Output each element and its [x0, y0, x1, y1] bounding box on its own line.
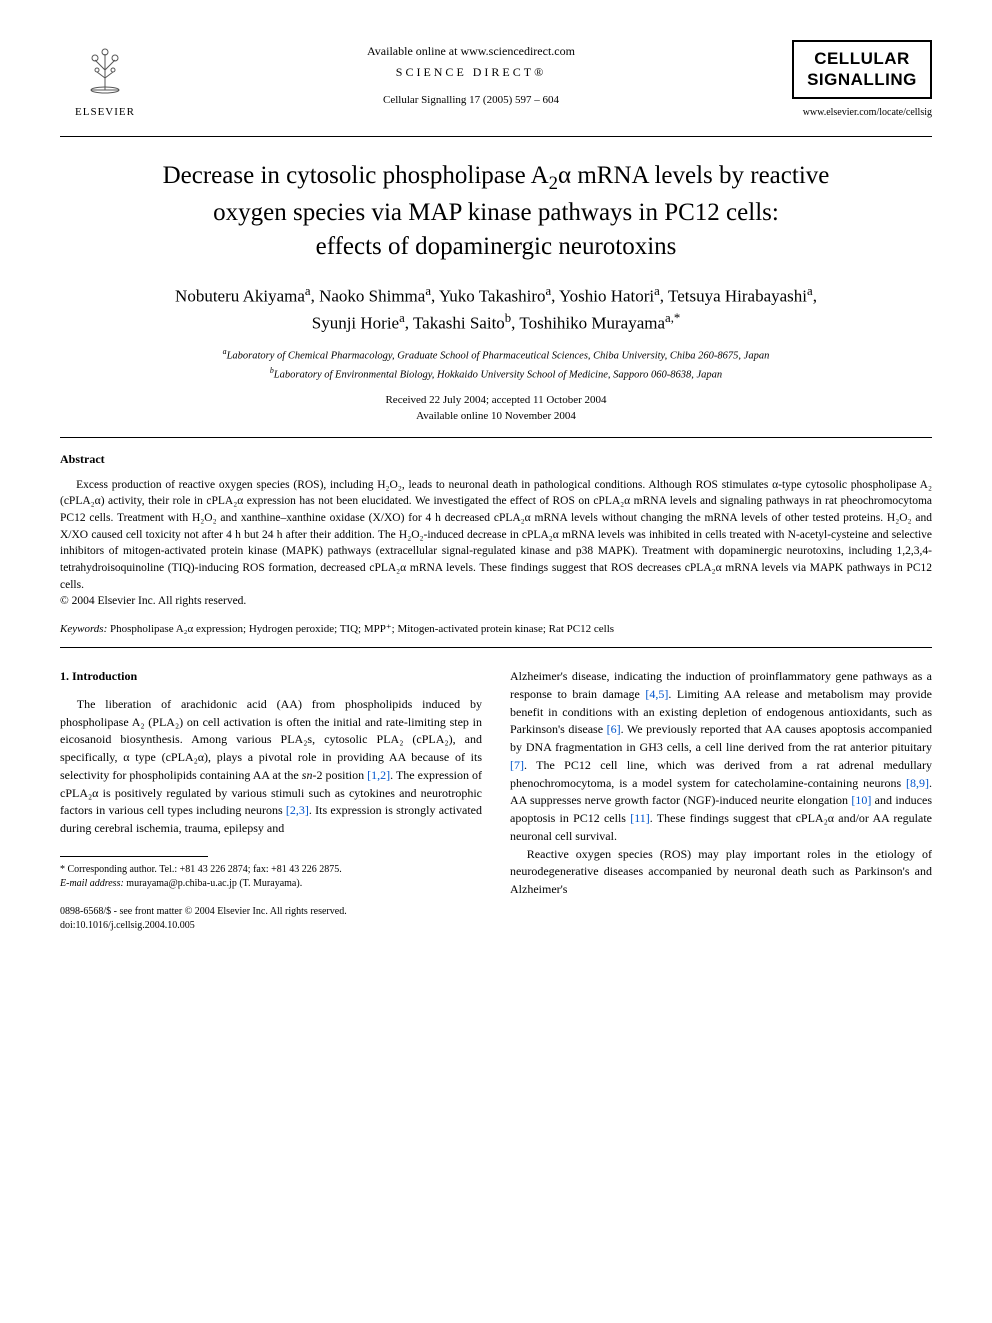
- intro-text: Reactive oxygen species (ROS) may play i…: [510, 847, 932, 897]
- affil-sup: a: [654, 284, 660, 298]
- author: Yuko Takashiro: [439, 286, 546, 305]
- journal-reference: Cellular Signalling 17 (2005) 597 – 604: [383, 94, 559, 106]
- journal-logo-block: CELLULAR SIGNALLING www.elsevier.com/loc…: [792, 40, 932, 118]
- elsevier-tree-icon: [77, 40, 133, 104]
- affil-sup: a: [305, 284, 311, 298]
- science-direct-logo: SCIENCE DIRECT®: [396, 65, 546, 80]
- intro-paragraph-2: Reactive oxygen species (ROS) may play i…: [510, 846, 932, 899]
- affil-sup: a: [425, 284, 431, 298]
- keywords-text: Phospholipase A₂α expression; Hydrogen p…: [107, 623, 614, 635]
- intro-text: -2 position: [312, 768, 367, 782]
- intro-text: . The PC12 cell line, which was derived …: [510, 758, 932, 790]
- affil-sup: a,*: [665, 311, 680, 325]
- journal-logo-line2: SIGNALLING: [802, 69, 922, 90]
- ref-link[interactable]: [10]: [851, 793, 871, 807]
- author-list: Nobuteru Akiyamaa, Naoko Shimmaa, Yuko T…: [90, 282, 902, 337]
- title-part2: oxygen species via MAP kinase pathways i…: [213, 199, 779, 226]
- keywords-label: Keywords:: [60, 623, 107, 635]
- doi-line: doi:10.1016/j.cellsig.2004.10.005: [60, 919, 482, 933]
- right-column: Alzheimer's disease, indicating the indu…: [510, 668, 932, 933]
- author: Tetsuya Hirabayashi: [668, 286, 807, 305]
- keywords-line: Keywords: Phospholipase A₂α expression; …: [60, 622, 932, 635]
- abstract-top-rule: [60, 437, 932, 438]
- footnotes: * Corresponding author. Tel.: +81 43 226…: [60, 863, 482, 891]
- author: Naoko Shimma: [319, 286, 425, 305]
- ref-link[interactable]: [8,9]: [906, 776, 929, 790]
- header-center: Available online at www.sciencedirect.co…: [150, 40, 792, 106]
- abstract-text: Excess production of reactive oxygen spe…: [60, 479, 932, 591]
- title-part1: Decrease in cytosolic phospholipase A: [163, 162, 549, 189]
- title-part1b: α mRNA levels by reactive: [558, 162, 829, 189]
- intro-paragraph-1: The liberation of arachidonic acid (AA) …: [60, 696, 482, 838]
- journal-url: www.elsevier.com/locate/cellsig: [792, 107, 932, 118]
- affil-sup: b: [505, 311, 511, 325]
- journal-logo: CELLULAR SIGNALLING: [792, 40, 932, 99]
- ref-link[interactable]: [2,3]: [286, 803, 309, 817]
- email-line: E-mail address: murayama@p.chiba-u.ac.jp…: [60, 877, 482, 891]
- abstract-body: Excess production of reactive oxygen spe…: [60, 477, 932, 610]
- ref-link[interactable]: [1,2]: [367, 768, 390, 782]
- available-online-text: Available online at www.sciencedirect.co…: [367, 44, 575, 59]
- ref-link[interactable]: [4,5]: [645, 687, 668, 701]
- affil-sup: a: [545, 284, 551, 298]
- issn-line: 0898-6568/$ - see front matter © 2004 El…: [60, 905, 482, 919]
- corresponding-author: * Corresponding author. Tel.: +81 43 226…: [60, 863, 482, 877]
- received-date: Received 22 July 2004; accepted 11 Octob…: [385, 394, 606, 406]
- page-header: ELSEVIER Available online at www.science…: [60, 40, 932, 118]
- affiliation-b: Laboratory of Environmental Biology, Hok…: [274, 369, 722, 380]
- affiliations: aLaboratory of Chemical Pharmacology, Gr…: [60, 346, 932, 383]
- intro-paragraph-1-cont: Alzheimer's disease, indicating the indu…: [510, 668, 932, 846]
- author: Syunji Horie: [312, 314, 399, 333]
- ref-link[interactable]: [11]: [630, 811, 650, 825]
- body-columns: 1. Introduction The liberation of arachi…: [60, 668, 932, 933]
- article-title: Decrease in cytosolic phospholipase A2α …: [100, 159, 892, 264]
- online-date: Available online 10 November 2004: [416, 410, 576, 422]
- ref-link[interactable]: [6]: [607, 722, 621, 736]
- left-column: 1. Introduction The liberation of arachi…: [60, 668, 482, 933]
- journal-logo-line1: CELLULAR: [802, 48, 922, 69]
- publisher-name: ELSEVIER: [75, 106, 135, 118]
- title-part3: effects of dopaminergic neurotoxins: [316, 233, 677, 260]
- affil-sup: a: [807, 284, 813, 298]
- publisher-logo-block: ELSEVIER: [60, 40, 150, 118]
- abstract-copyright: © 2004 Elsevier Inc. All rights reserved…: [60, 595, 246, 607]
- author: Takashi Saito: [413, 314, 505, 333]
- ref-link[interactable]: [7]: [510, 758, 524, 772]
- header-rule: [60, 136, 932, 137]
- email-address: murayama@p.chiba-u.ac.jp (T. Murayama).: [124, 878, 302, 889]
- affil-sup: a: [399, 311, 405, 325]
- abstract-bottom-rule: [60, 647, 932, 648]
- affiliation-a: Laboratory of Chemical Pharmacology, Gra…: [227, 351, 770, 362]
- article-dates: Received 22 July 2004; accepted 11 Octob…: [60, 393, 932, 425]
- bottom-info: 0898-6568/$ - see front matter © 2004 El…: [60, 905, 482, 933]
- section-heading: 1. Introduction: [60, 668, 482, 686]
- sn-italic: sn: [302, 768, 313, 782]
- footnote-separator: [60, 856, 208, 857]
- author: Nobuteru Akiyama: [175, 286, 305, 305]
- title-sub: 2: [549, 173, 558, 194]
- author: Yoshio Hatori: [559, 286, 654, 305]
- email-label: E-mail address:: [60, 878, 124, 889]
- author: Toshihiko Murayama: [519, 314, 665, 333]
- abstract-heading: Abstract: [60, 452, 932, 467]
